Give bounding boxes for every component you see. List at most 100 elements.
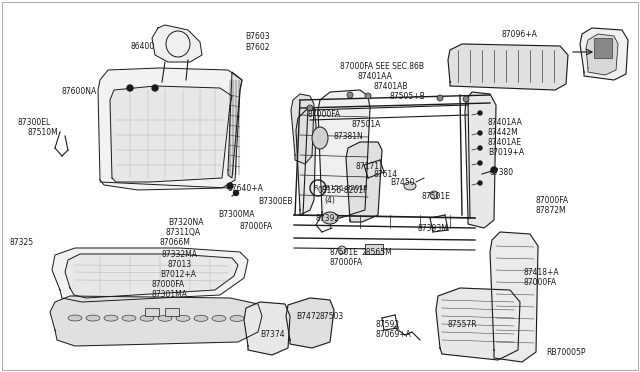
- Polygon shape: [50, 296, 262, 346]
- Text: 87311QA: 87311QA: [166, 228, 201, 237]
- Text: 87503: 87503: [320, 312, 344, 321]
- Polygon shape: [228, 72, 242, 178]
- Text: 87501A: 87501A: [352, 120, 381, 129]
- Polygon shape: [286, 298, 334, 348]
- Text: 87600NA: 87600NA: [62, 87, 97, 96]
- Text: 28565M: 28565M: [362, 248, 393, 257]
- Polygon shape: [65, 254, 238, 298]
- Ellipse shape: [312, 127, 328, 149]
- Polygon shape: [98, 68, 242, 190]
- Text: 87000FA: 87000FA: [240, 222, 273, 231]
- Ellipse shape: [404, 182, 416, 190]
- Ellipse shape: [122, 315, 136, 321]
- Text: B7602: B7602: [245, 43, 269, 52]
- Circle shape: [152, 85, 158, 91]
- Circle shape: [478, 131, 482, 135]
- Text: 87332MA: 87332MA: [162, 250, 198, 259]
- Text: R: R: [314, 185, 318, 191]
- Polygon shape: [52, 248, 248, 302]
- Text: 87442M: 87442M: [488, 128, 519, 137]
- Text: 87000FA SEE SEC.86B: 87000FA SEE SEC.86B: [340, 62, 424, 71]
- Text: B7019+A: B7019+A: [488, 148, 524, 157]
- Text: 87418+A: 87418+A: [524, 268, 559, 277]
- Ellipse shape: [230, 315, 244, 321]
- Text: RB70005P: RB70005P: [546, 348, 586, 357]
- Ellipse shape: [194, 315, 208, 321]
- Text: 87171: 87171: [356, 162, 380, 171]
- Polygon shape: [436, 288, 520, 360]
- Ellipse shape: [322, 212, 338, 224]
- Text: 87510M: 87510M: [28, 128, 59, 137]
- Text: 87872M: 87872M: [536, 206, 566, 215]
- Circle shape: [307, 105, 313, 111]
- Text: 08156-8201F: 08156-8201F: [322, 185, 369, 191]
- Text: 87393M: 87393M: [418, 224, 449, 233]
- Circle shape: [478, 181, 482, 185]
- Circle shape: [430, 191, 438, 199]
- Text: 87013: 87013: [168, 260, 192, 269]
- Text: 87401AE: 87401AE: [488, 138, 522, 147]
- Circle shape: [227, 183, 233, 189]
- Circle shape: [478, 146, 482, 150]
- Text: 87401AB: 87401AB: [374, 82, 408, 91]
- Text: B7300MA: B7300MA: [218, 210, 255, 219]
- Text: 87000FA: 87000FA: [308, 110, 341, 119]
- Circle shape: [478, 161, 482, 165]
- Circle shape: [347, 92, 353, 98]
- Text: B7374: B7374: [260, 330, 285, 339]
- Polygon shape: [580, 28, 628, 80]
- Text: B7472: B7472: [296, 312, 321, 321]
- Ellipse shape: [104, 315, 118, 321]
- Polygon shape: [586, 34, 618, 75]
- Text: 87066M: 87066M: [160, 238, 191, 247]
- Polygon shape: [448, 44, 568, 90]
- Text: B7300EB: B7300EB: [258, 197, 292, 206]
- Polygon shape: [465, 92, 496, 228]
- Ellipse shape: [212, 315, 226, 321]
- Polygon shape: [490, 232, 538, 362]
- Bar: [365, 244, 383, 254]
- Polygon shape: [296, 108, 316, 215]
- Text: B7012+A: B7012+A: [160, 270, 196, 279]
- Circle shape: [478, 111, 482, 115]
- Text: 87000FA: 87000FA: [524, 278, 557, 287]
- Ellipse shape: [140, 315, 154, 321]
- Circle shape: [365, 93, 371, 99]
- Bar: [145, 308, 159, 316]
- Text: B7450: B7450: [390, 178, 415, 187]
- Circle shape: [127, 85, 133, 91]
- Text: 87069+A: 87069+A: [376, 330, 412, 339]
- Bar: [594, 38, 612, 58]
- Circle shape: [437, 95, 443, 101]
- Ellipse shape: [176, 315, 190, 321]
- Polygon shape: [291, 94, 314, 164]
- Circle shape: [338, 246, 346, 254]
- Polygon shape: [152, 25, 202, 62]
- Text: 87640+A: 87640+A: [228, 184, 264, 193]
- Text: (4): (4): [324, 196, 335, 205]
- Text: 08156-8201F: 08156-8201F: [318, 186, 369, 195]
- Text: 87000FA: 87000FA: [536, 196, 569, 205]
- Text: 87380: 87380: [490, 168, 514, 177]
- Text: B7320NA: B7320NA: [168, 218, 204, 227]
- Ellipse shape: [68, 315, 82, 321]
- Text: 87300EL: 87300EL: [18, 118, 51, 127]
- Text: 87557R: 87557R: [448, 320, 477, 329]
- Polygon shape: [110, 86, 232, 182]
- Text: 87592: 87592: [376, 320, 400, 329]
- Polygon shape: [318, 90, 370, 218]
- Text: 87505+B: 87505+B: [390, 92, 426, 101]
- Text: 87501E: 87501E: [422, 192, 451, 201]
- Text: 87381N: 87381N: [334, 132, 364, 141]
- Text: 87401AA: 87401AA: [358, 72, 393, 81]
- Text: 87000FA: 87000FA: [330, 258, 363, 267]
- Ellipse shape: [158, 315, 172, 321]
- Circle shape: [491, 167, 497, 173]
- Text: 87392: 87392: [316, 214, 340, 223]
- Circle shape: [463, 96, 469, 102]
- Text: 86400: 86400: [131, 42, 155, 51]
- Circle shape: [234, 190, 239, 196]
- Bar: [165, 308, 179, 316]
- Text: 87000FA: 87000FA: [152, 280, 185, 289]
- Polygon shape: [244, 302, 290, 355]
